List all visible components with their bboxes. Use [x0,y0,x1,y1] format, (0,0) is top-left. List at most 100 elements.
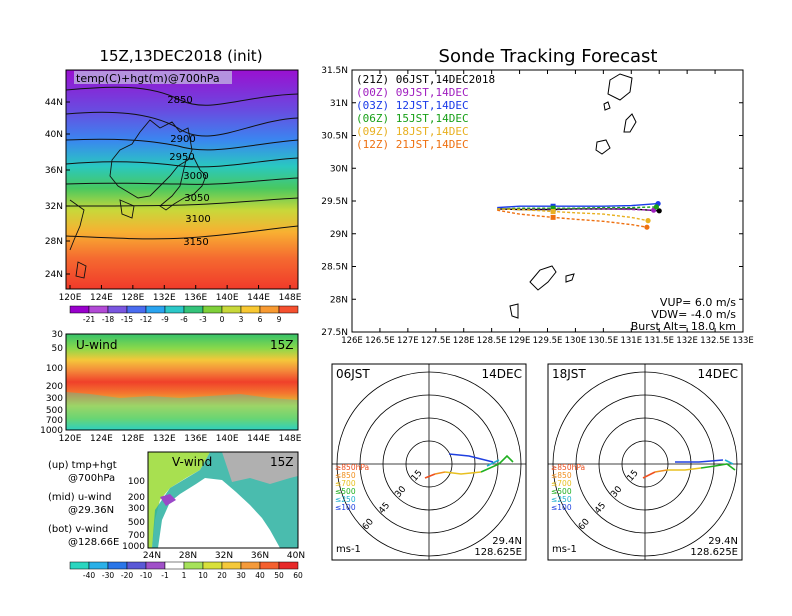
hodograph-trace [486,459,500,467]
island-outline [595,139,611,155]
colorbar-swatch [164,305,185,314]
hodograph-lon: 128.625E [474,547,522,558]
lat-tick-label: 27.5N [321,328,348,338]
vwind-zone [222,452,298,484]
lon-tick-label: 128E [121,293,144,303]
island-outline [529,265,557,291]
vwind-time: 15Z [270,455,294,469]
coastline-korea [119,199,135,219]
colorbar-label: -18 [102,315,114,324]
lon-tick-label: 130.5E [588,336,618,346]
coastline-asia [109,119,193,199]
pressure-level-label: ≤250 [551,495,572,504]
tracking-legend: (21Z) 06JST,14DEC2018 (00Z) 09JST,14DEC … [356,73,495,151]
lon-tick-label: 136E [184,293,207,303]
map-lat-axis: 44N 40N 36N 32N 28N 24N [45,98,70,280]
legend-entry: (03Z) 12JST,14DEC [356,99,469,112]
lat-tick-label: 29.5N [321,197,348,207]
lon-tick-label: 126E [341,336,363,346]
lat-tick-label: 31.5N [321,66,348,76]
pressure-level-label: ≤250 [335,495,356,504]
colorbar-swatch [126,561,147,570]
colorbar-swatch [69,561,90,570]
colorbar-swatch [107,305,128,314]
colorbar-swatch [259,305,280,314]
vwind-label: V-wind [172,455,212,469]
colorbar-label: -6 [180,315,188,324]
lon-tick-label: 126.5E [365,336,395,346]
lat-tick-label: 36N [251,551,269,561]
hodograph-trace [654,469,668,473]
lat-tick-label: 28.5N [321,263,348,273]
colorbar-label: 9 [277,315,282,324]
hodograph-trace [424,473,436,479]
uwind-frame [65,333,299,431]
uwind-time: 15Z [270,338,294,352]
pressure-level-label: ≤850 [551,471,572,480]
pressure-tick-label: 30 [52,330,64,340]
lat-tick-label: 24N [143,551,161,561]
pressure-tick-label: 100 [46,364,63,374]
colorbar-swatch [240,561,261,570]
hodograph-ring [336,371,522,557]
pressure-tick-label: 50 [52,344,64,354]
colorbar-label: -12 [140,315,152,324]
height-contour [65,86,299,106]
height-contour [65,177,299,185]
lon-tick-label: 132.5E [700,336,730,346]
lon-tick-label: 132E [153,293,176,303]
sonde-tracks [497,201,662,230]
pressure-tick-label: 700 [128,531,145,541]
lon-tick-label: 148E [279,293,302,303]
contour-label: 3000 [183,171,208,182]
lon-tick-label: 128E [453,336,475,346]
colorbar-swatch [221,561,242,570]
lon-tick-label: 124E [90,293,113,303]
hodograph-ring [552,371,738,557]
param-vdw: VDW= -4.0 m/s [651,308,736,321]
hodograph-lon: 128.625E [690,547,738,558]
pressure-level-label: ≤100 [551,503,572,512]
lon-tick-label: 144E [247,293,270,303]
pressure-tick-label: 1000 [122,542,145,552]
field-label: temp(C)+hgt(m)@700hPa [76,72,220,85]
launch-params: VUP= 6.0 m/s VDW= -4.0 m/s Burst Alt= 18… [631,296,737,333]
pressure-level-label: ≥850hPa [551,463,585,472]
lon-tick-label: 132E [153,434,176,444]
note-sub: @29.36N [68,505,114,516]
colorbar-label: -10 [140,571,152,580]
hodograph-ring [621,440,669,488]
tracking-frame [351,69,744,333]
note-sub: @128.66E [68,537,119,548]
coastline-china [69,199,85,251]
island-outline [603,101,611,111]
lon-tick-label: 131E [620,336,642,346]
lat-tick-label: 28N [330,295,348,305]
tracking-lat-axis: 31.5N 31N 30.5N 30N 29.5N 29N 28.5N 28N 27.5N [321,66,743,338]
colorbar-swatch [164,561,185,570]
hodograph-lat: 29.4N [492,536,522,547]
lon-tick-label: 140E [216,293,239,303]
wind-colorbar: -40 -30 -20 -10 -1 1 10 20 30 40 50 60 [69,561,303,580]
lon-tick-label: 127.5E [421,336,451,346]
colorbar-label: -9 [161,315,169,324]
track-line [497,209,648,228]
hodograph-trace [448,453,494,463]
height-contour [65,111,299,137]
legend-entry: (00Z) 09JST,14DEC [356,86,469,99]
colorbar-label: 0 [220,315,225,324]
pressure-tick-label: 300 [128,504,145,514]
colorbar-label: 3 [239,315,244,324]
pressure-level-label: ≤500 [335,487,356,496]
pressure-tick-label: 500 [128,518,145,528]
pressure-tick-label: 500 [46,406,63,416]
colorbar-label: -1 [161,571,169,580]
contour-label: 2900 [170,134,195,145]
colorbar-label: 50 [274,571,284,580]
colorbar-label: 40 [255,571,265,580]
colorbar-label: 60 [293,571,303,580]
colorbar-swatch [126,305,147,314]
